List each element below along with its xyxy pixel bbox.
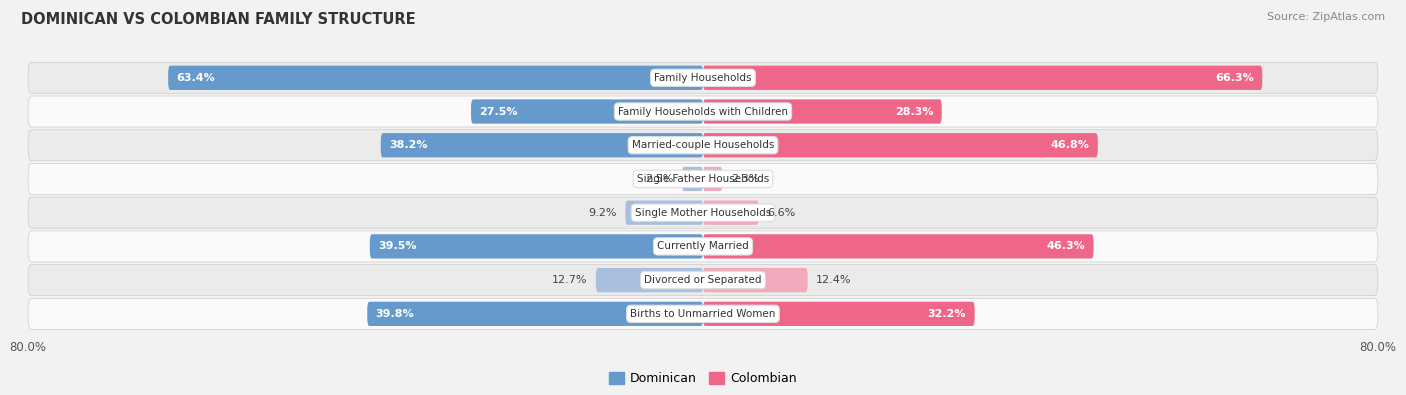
Text: 32.2%: 32.2% xyxy=(928,309,966,319)
FancyBboxPatch shape xyxy=(703,100,942,124)
Text: 39.5%: 39.5% xyxy=(378,241,416,251)
FancyBboxPatch shape xyxy=(367,302,703,326)
FancyBboxPatch shape xyxy=(28,298,1378,329)
FancyBboxPatch shape xyxy=(28,130,1378,161)
Text: 2.5%: 2.5% xyxy=(645,174,673,184)
Text: Divorced or Separated: Divorced or Separated xyxy=(644,275,762,285)
FancyBboxPatch shape xyxy=(703,66,1263,90)
Text: 27.5%: 27.5% xyxy=(479,107,517,117)
Text: Currently Married: Currently Married xyxy=(657,241,749,251)
Text: 63.4%: 63.4% xyxy=(177,73,215,83)
FancyBboxPatch shape xyxy=(703,268,807,292)
Text: 28.3%: 28.3% xyxy=(894,107,934,117)
FancyBboxPatch shape xyxy=(703,302,974,326)
Text: Single Mother Households: Single Mother Households xyxy=(636,208,770,218)
FancyBboxPatch shape xyxy=(381,133,703,157)
Text: 39.8%: 39.8% xyxy=(375,309,415,319)
Text: 9.2%: 9.2% xyxy=(589,208,617,218)
FancyBboxPatch shape xyxy=(703,133,1098,157)
Text: Births to Unmarried Women: Births to Unmarried Women xyxy=(630,309,776,319)
FancyBboxPatch shape xyxy=(28,265,1378,295)
Text: 46.8%: 46.8% xyxy=(1050,140,1090,150)
FancyBboxPatch shape xyxy=(28,231,1378,262)
Text: 2.3%: 2.3% xyxy=(731,174,759,184)
Text: Single Father Households: Single Father Households xyxy=(637,174,769,184)
FancyBboxPatch shape xyxy=(703,167,723,191)
Text: DOMINICAN VS COLOMBIAN FAMILY STRUCTURE: DOMINICAN VS COLOMBIAN FAMILY STRUCTURE xyxy=(21,12,416,27)
FancyBboxPatch shape xyxy=(28,164,1378,194)
FancyBboxPatch shape xyxy=(370,234,703,259)
Text: 46.3%: 46.3% xyxy=(1046,241,1085,251)
FancyBboxPatch shape xyxy=(682,167,703,191)
FancyBboxPatch shape xyxy=(596,268,703,292)
Text: Family Households: Family Households xyxy=(654,73,752,83)
FancyBboxPatch shape xyxy=(169,66,703,90)
FancyBboxPatch shape xyxy=(626,201,703,225)
Legend: Dominican, Colombian: Dominican, Colombian xyxy=(603,367,803,390)
FancyBboxPatch shape xyxy=(703,234,1094,259)
Text: Source: ZipAtlas.com: Source: ZipAtlas.com xyxy=(1267,12,1385,22)
Text: 38.2%: 38.2% xyxy=(389,140,427,150)
Text: 12.4%: 12.4% xyxy=(815,275,852,285)
FancyBboxPatch shape xyxy=(28,62,1378,93)
Text: 66.3%: 66.3% xyxy=(1215,73,1254,83)
FancyBboxPatch shape xyxy=(28,96,1378,127)
Text: Married-couple Households: Married-couple Households xyxy=(631,140,775,150)
FancyBboxPatch shape xyxy=(703,201,759,225)
FancyBboxPatch shape xyxy=(471,100,703,124)
FancyBboxPatch shape xyxy=(28,197,1378,228)
Text: Family Households with Children: Family Households with Children xyxy=(619,107,787,117)
Text: 6.6%: 6.6% xyxy=(768,208,796,218)
Text: 12.7%: 12.7% xyxy=(553,275,588,285)
